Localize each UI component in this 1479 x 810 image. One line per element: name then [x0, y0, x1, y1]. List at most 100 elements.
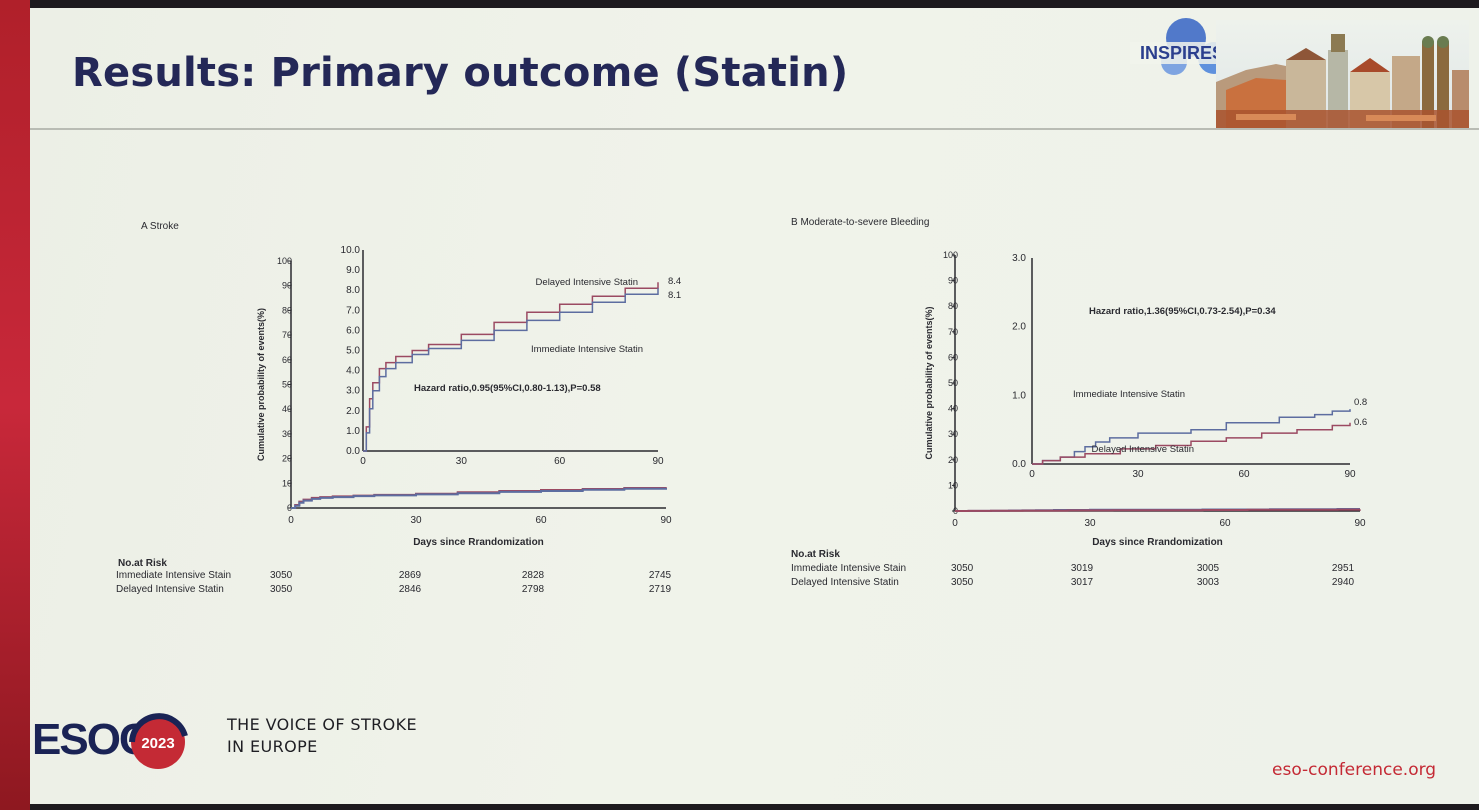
outer-x-tick-label: 90 [660, 515, 672, 526]
risk-table-value: 3017 [1071, 577, 1094, 588]
outer-y-tick-label: 10 [282, 478, 292, 488]
inset-y-tick-label: 9.0 [346, 265, 360, 276]
slide-title: Results: Primary outcome (Statin) [72, 50, 849, 96]
inset-y-tick-label: 6.0 [346, 325, 360, 336]
risk-table-value: 2798 [522, 584, 545, 595]
series-end-value: 0.6 [1354, 417, 1367, 428]
year-badge: 2023 [141, 735, 174, 752]
outer-y-tick-label: 80 [282, 305, 292, 315]
series-end-value: 8.1 [668, 290, 681, 301]
inset-y-tick-label: 7.0 [346, 305, 360, 316]
inset-x-tick-label: 30 [456, 456, 468, 467]
inset-y-tick-label: 3.0 [346, 386, 360, 397]
inset-series-line [363, 288, 659, 452]
inset-x-tick-label: 0 [1029, 469, 1035, 480]
risk-table-value: 2745 [649, 570, 672, 581]
esoc-logo: ESOC 2023 [32, 713, 188, 769]
city-panorama-image [1216, 20, 1469, 128]
footer-tagline: THE VOICE OF STROKE IN EUROPE [227, 714, 417, 758]
edge-red [0, 0, 30, 810]
series-label: Immediate Intensive Statin [531, 344, 643, 355]
outer-x-tick-label: 60 [1219, 518, 1231, 529]
inset-x-tick-label: 60 [1238, 469, 1250, 480]
outer-series-line [291, 487, 667, 509]
inset-series-line [363, 282, 659, 452]
risk-table-value: 2846 [399, 584, 422, 595]
inset-x-tick-label: 0 [360, 456, 366, 467]
x-axis-label: Days since Rrandomization [1092, 537, 1223, 548]
outer-x-tick-label: 0 [952, 518, 958, 529]
risk-table-value: 2940 [1332, 577, 1355, 588]
series-label: Immediate Intensive Statin [1073, 389, 1185, 400]
inset-y-tick-label: 2.0 [346, 406, 360, 417]
inset-y-tick-label: 0.0 [1012, 459, 1026, 470]
risk-table-value: 3050 [951, 577, 974, 588]
inset-x-tick-label: 60 [554, 456, 566, 467]
title-divider [30, 128, 1479, 130]
inset-y-tick-label: 3.0 [1012, 253, 1026, 264]
outer-y-tick-label: 20 [282, 454, 292, 464]
inset-series-line [1032, 409, 1351, 465]
risk-table-row-label: Immediate Intensive Stain [791, 563, 906, 574]
inset-y-tick-label: 2.0 [1012, 322, 1026, 333]
risk-table-value: 2869 [399, 570, 422, 581]
series-label: Delayed Intensive Statin [536, 277, 638, 288]
risk-table-header: No.at Risk [791, 549, 840, 560]
outer-x-tick-label: 0 [288, 515, 294, 526]
series-end-value: 8.4 [668, 276, 681, 287]
outer-series-line [955, 508, 1361, 512]
slide: Results: Primary outcome (Statin) INSPIR… [30, 8, 1479, 804]
x-axis-label: Days since Rrandomization [413, 537, 544, 548]
inset-y-tick-label: 5.0 [346, 346, 360, 357]
outer-x-tick-label: 90 [1354, 518, 1366, 529]
risk-table-row-label: Immediate Intensive Stain [116, 570, 231, 581]
risk-table-value: 3003 [1197, 577, 1220, 588]
inset-x-tick-label: 90 [652, 456, 664, 467]
risk-table-row-label: Delayed Intensive Statin [791, 577, 899, 588]
inspires-logo-text: INSPIRES [1140, 43, 1224, 63]
y-axis-label: Cumulative probability of events(%) [256, 308, 266, 461]
outer-x-tick-label: 30 [410, 515, 422, 526]
hazard-ratio-annotation: Hazard ratio,1.36(95%CI,0.73-2.54),P=0.3… [1089, 306, 1276, 317]
outer-y-tick-label: 100 [943, 250, 958, 260]
outer-y-tick-label: 70 [282, 330, 292, 340]
inset-y-tick-label: 1.0 [1012, 390, 1026, 401]
risk-table-value: 2828 [522, 570, 545, 581]
outer-y-tick-label: 50 [282, 380, 292, 390]
risk-table-value: 3050 [951, 563, 974, 574]
inset-y-tick-label: 10.0 [341, 245, 361, 256]
risk-table-value: 2951 [1332, 563, 1355, 574]
outer-y-tick-label: 90 [282, 281, 292, 291]
outer-x-tick-label: 60 [535, 515, 547, 526]
inset-y-tick-label: 0.0 [346, 446, 360, 457]
outer-y-tick-label: 100 [277, 256, 292, 266]
outer-y-tick-label: 40 [282, 404, 292, 414]
inset-y-tick-label: 1.0 [346, 426, 360, 437]
outer-y-tick-label: 30 [282, 429, 292, 439]
risk-table-value: 3050 [270, 570, 293, 581]
inset-series-line [1032, 422, 1351, 465]
inset-y-tick-label: 8.0 [346, 285, 360, 296]
inset-x-tick-label: 30 [1132, 469, 1144, 480]
year-badge-circle [131, 715, 185, 769]
risk-table-value: 2719 [649, 584, 672, 595]
risk-table-row-label: Delayed Intensive Statin [116, 584, 224, 595]
panel-title: A Stroke [141, 221, 179, 232]
series-label: Delayed Intensive Statin [1092, 444, 1194, 455]
tagline-line-2: IN EUROPE [227, 737, 318, 756]
outer-x-tick-label: 30 [1084, 518, 1096, 529]
inspires-logo: INSPIRES [1130, 18, 1234, 75]
panel-title: B Moderate-to-severe Bleeding [791, 217, 929, 228]
inset-y-tick-label: 4.0 [346, 366, 360, 377]
risk-table-header: No.at Risk [118, 558, 167, 569]
inset-x-tick-label: 90 [1344, 469, 1356, 480]
tagline-line-1: THE VOICE OF STROKE [227, 715, 418, 734]
y-axis-label: Cumulative probability of events(%) [924, 306, 934, 459]
series-end-value: 0.8 [1354, 397, 1367, 408]
risk-table-value: 3005 [1197, 563, 1220, 574]
website-link[interactable]: eso-conference.org [1272, 760, 1437, 780]
outer-y-tick-label: 60 [282, 355, 292, 365]
risk-table-value: 3050 [270, 584, 293, 595]
hazard-ratio-annotation: Hazard ratio,0.95(95%CI,0.80-1.13),P=0.5… [414, 383, 601, 394]
risk-table-value: 3019 [1071, 563, 1094, 574]
